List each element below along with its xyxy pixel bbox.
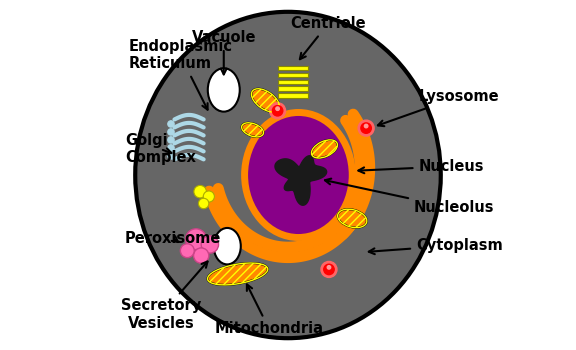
Circle shape <box>365 124 368 128</box>
FancyBboxPatch shape <box>278 93 309 98</box>
Circle shape <box>272 106 283 116</box>
Circle shape <box>270 103 286 119</box>
Circle shape <box>194 248 209 263</box>
Text: Vacuole: Vacuole <box>191 30 256 75</box>
Circle shape <box>185 229 206 250</box>
FancyBboxPatch shape <box>278 72 309 77</box>
Text: Endoplasmic
Reticulum: Endoplasmic Reticulum <box>128 39 232 110</box>
Polygon shape <box>275 156 327 205</box>
Circle shape <box>327 266 331 269</box>
Text: Nucleolus: Nucleolus <box>325 178 494 216</box>
Ellipse shape <box>241 123 264 137</box>
Circle shape <box>276 107 279 110</box>
Circle shape <box>168 145 174 151</box>
Text: Mitochondria: Mitochondria <box>214 285 323 336</box>
Text: Nucleus: Nucleus <box>358 159 484 174</box>
Ellipse shape <box>338 209 367 228</box>
Text: Peroxisome: Peroxisome <box>125 231 221 246</box>
Ellipse shape <box>214 228 241 264</box>
Ellipse shape <box>245 112 353 238</box>
Ellipse shape <box>252 89 279 112</box>
Circle shape <box>203 191 214 202</box>
Circle shape <box>201 236 218 253</box>
Circle shape <box>168 129 174 135</box>
Ellipse shape <box>135 12 441 338</box>
Circle shape <box>324 264 334 275</box>
Circle shape <box>198 198 209 209</box>
FancyBboxPatch shape <box>278 79 309 84</box>
Text: Secretory
Vesicles: Secretory Vesicles <box>121 261 207 331</box>
Text: Golgi
Complex: Golgi Complex <box>125 133 196 165</box>
Circle shape <box>358 120 374 136</box>
Circle shape <box>180 244 194 258</box>
Text: Centriole: Centriole <box>290 16 366 59</box>
Ellipse shape <box>207 263 268 285</box>
FancyBboxPatch shape <box>278 86 309 91</box>
Circle shape <box>168 137 174 143</box>
Circle shape <box>321 261 337 278</box>
Ellipse shape <box>208 68 240 112</box>
Ellipse shape <box>312 140 338 158</box>
Text: Lysosome: Lysosome <box>378 89 499 126</box>
Text: Cytoplasm: Cytoplasm <box>369 238 502 254</box>
Circle shape <box>194 186 206 198</box>
Circle shape <box>361 123 372 133</box>
Circle shape <box>168 153 174 159</box>
Circle shape <box>168 121 174 127</box>
FancyBboxPatch shape <box>278 65 309 70</box>
